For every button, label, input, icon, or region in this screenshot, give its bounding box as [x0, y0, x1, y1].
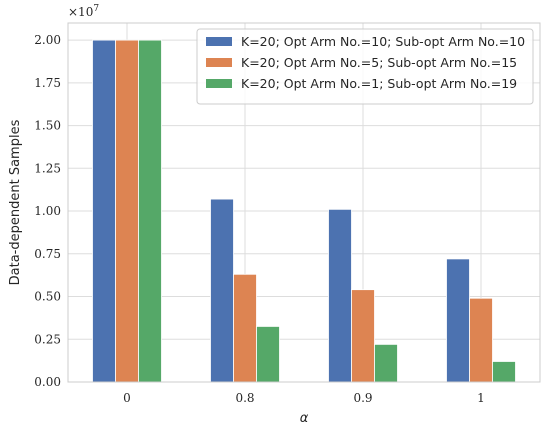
bar: [256, 326, 280, 383]
legend-swatch: [206, 37, 232, 46]
x-axis-ticks: 0 0.8 0.9 1: [123, 391, 485, 405]
legend-label: K=20; Opt Arm No.=1; Sub-opt Arm No.=19: [241, 76, 517, 91]
legend: K=20; Opt Arm No.=10; Sub-opt Arm No.=10…: [196, 28, 534, 105]
y-axis-label: Data-dependent Samples: [8, 119, 23, 285]
x-axis-label: α: [300, 411, 309, 426]
y-tick-label: 0.75: [34, 247, 61, 261]
legend-label: K=20; Opt Arm No.=10; Sub-opt Arm No.=10: [241, 34, 525, 49]
y-tick-label: 2.00: [34, 33, 61, 47]
y-tick-label: 0.50: [34, 290, 61, 304]
y-tick-label: 0.25: [34, 332, 61, 346]
legend-box: [196, 28, 534, 105]
y-offset-label: ×107: [68, 4, 99, 19]
y-tick-label: 0.00: [34, 375, 61, 389]
plot-frame: [67, 22, 541, 383]
legend-swatch: [206, 79, 232, 88]
x-tick-label: 0.8: [235, 391, 254, 405]
bar: [446, 258, 470, 383]
x-tick-label: 1: [477, 391, 485, 405]
y-axis-ticks: 0.00 0.25 0.50 0.75 1.00 1.25 1.50 1.75 2.00: [34, 33, 61, 389]
bar: [328, 208, 352, 383]
y-tick-label: 1.75: [34, 76, 61, 90]
bar: [492, 361, 516, 383]
bar: [351, 289, 375, 383]
bar: [210, 198, 234, 383]
y-tick-label: 1.25: [34, 161, 61, 175]
y-tick-label: 1.50: [34, 119, 61, 133]
bar: [374, 343, 398, 383]
x-tick-label: 0: [123, 391, 131, 405]
bar: [469, 297, 493, 383]
legend-swatch: [206, 58, 232, 67]
bar: [92, 39, 116, 383]
legend-label: K=20; Opt Arm No.=5; Sub-opt Arm No.=15: [241, 55, 517, 70]
bar: [138, 39, 162, 383]
bar: [233, 273, 257, 383]
bar: [115, 39, 139, 383]
bars: [92, 39, 516, 383]
x-tick-label: 0.9: [353, 391, 372, 405]
y-tick-label: 1.00: [34, 204, 61, 218]
